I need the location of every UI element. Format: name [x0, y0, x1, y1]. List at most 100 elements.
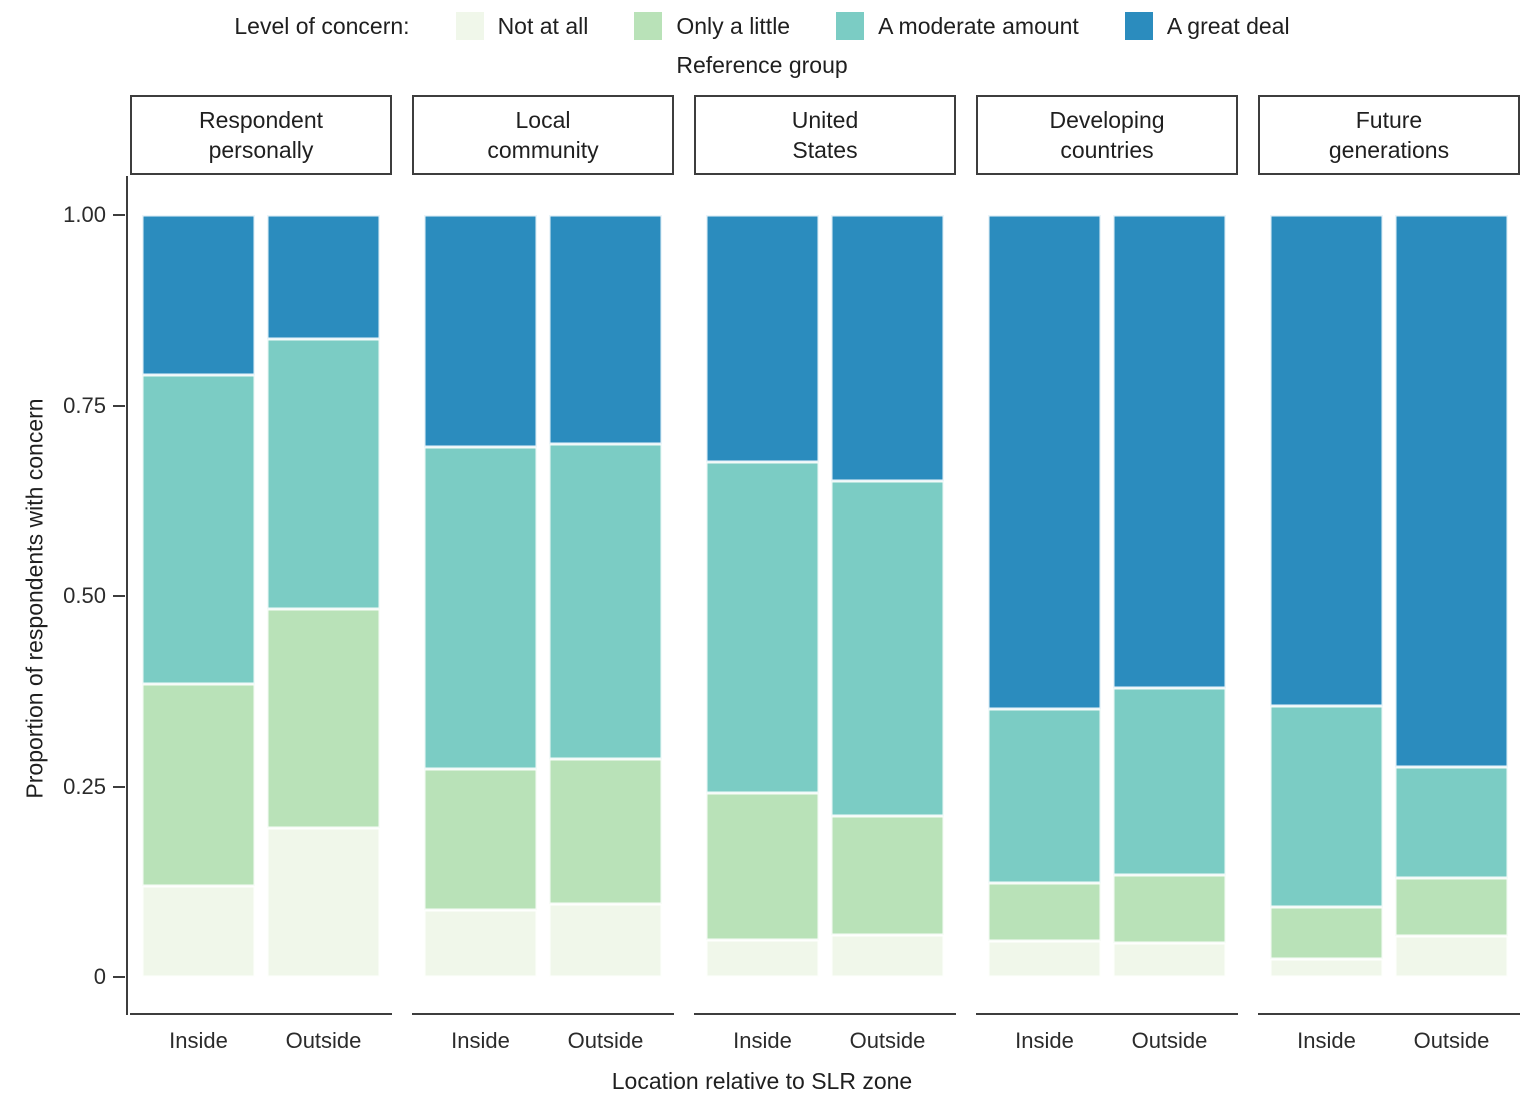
y-tick-mark-0.25 [113, 785, 125, 788]
legend-label-a-great-deal: A great deal [1166, 12, 1290, 39]
legend-item-a-great-deal: A great deal [1124, 12, 1290, 40]
bar-united-states-inside [706, 215, 819, 977]
a-moderate-amount-swatch-icon [836, 12, 865, 40]
bar-developing-countries-outside [1113, 215, 1226, 977]
facet-strip-respondent-personally: Respondent personally [130, 95, 392, 175]
bar-segment-a-great-deal [424, 215, 537, 448]
bar-local-community-outside [549, 215, 662, 977]
bar-segment-a-great-deal [1395, 215, 1508, 767]
bar-segment-a-moderate-amount [1113, 688, 1226, 875]
facet-strip-label-line-1: Local [515, 106, 571, 133]
a-great-deal-swatch-icon [1124, 12, 1153, 40]
bar-segment-a-moderate-amount [424, 447, 537, 769]
bar-local-community-inside [424, 215, 537, 977]
facet-strip-developing-countries: Developing countries [976, 95, 1238, 175]
bar-segment-only-a-little [1113, 874, 1226, 944]
x-axis-line-future-generations [1258, 1013, 1520, 1015]
bar-segment-only-a-little [706, 792, 819, 940]
bar-segment-not-at-all [1395, 935, 1508, 977]
facet-strip-label-line-1: Developing [1049, 106, 1165, 133]
y-tick-label-0: 0 [93, 964, 106, 989]
bar-segment-a-great-deal [1270, 215, 1383, 706]
bar-segment-not-at-all [706, 939, 819, 977]
bar-segment-not-at-all [831, 935, 944, 977]
bar-segment-a-moderate-amount [988, 708, 1101, 884]
not-at-all-swatch-icon [455, 12, 484, 40]
bar-segment-a-great-deal [706, 215, 819, 462]
x-axis-line-local-community [412, 1013, 674, 1015]
bar-segment-a-moderate-amount [549, 443, 662, 760]
bar-segment-only-a-little [267, 608, 380, 829]
bar-segment-not-at-all [267, 828, 380, 977]
bar-segment-a-moderate-amount [1395, 766, 1508, 878]
legend-item-not-at-all: Not at all [455, 12, 589, 40]
x-axis-line-united-states [694, 1013, 956, 1015]
bar-segment-a-moderate-amount [267, 339, 380, 609]
y-tick-mark-0 [113, 976, 125, 978]
legend-item-a-moderate-amount: A moderate amount [836, 12, 1079, 40]
bar-segment-only-a-little [424, 768, 537, 910]
y-tick-mark-0.50 [113, 595, 125, 597]
bar-segment-not-at-all [1113, 943, 1226, 977]
bar-segment-a-great-deal [988, 215, 1101, 709]
x-tick-label-united-states-inside: Inside [733, 1028, 792, 1053]
y-tick-label-0.75: 0.75 [63, 392, 106, 418]
bar-segment-a-moderate-amount [1270, 705, 1383, 907]
facet-strip-future-generations: Future generations [1258, 95, 1520, 175]
bar-segment-only-a-little [142, 683, 255, 886]
bar-future-generations-inside [1270, 215, 1383, 977]
bar-segment-a-great-deal [1113, 215, 1226, 689]
facet-strip-label-line-1: Future [1355, 106, 1423, 133]
facet-strip-label-line-1: United [791, 106, 859, 133]
bar-segment-only-a-little [1270, 906, 1383, 959]
facet-strip-label-line-1: Respondent [198, 106, 324, 133]
bar-segment-a-great-deal [549, 215, 662, 444]
x-tick-label-respondent-personally-outside: Outside [285, 1028, 362, 1053]
y-tick-label-1.00: 1.00 [63, 202, 106, 227]
x-tick-label-future-generations-inside: Inside [1297, 1028, 1356, 1053]
x-tick-label-developing-countries-outside: Outside [1131, 1028, 1208, 1053]
x-axis-title: Location relative to SLR zone [611, 1068, 913, 1094]
facet-strip-label-line-2: countries [1060, 137, 1154, 163]
bar-developing-countries-inside [988, 215, 1101, 977]
bar-segment-a-moderate-amount [706, 461, 819, 793]
bar-respondent-personally-inside [142, 215, 255, 977]
x-tick-label-local-community-outside: Outside [567, 1028, 644, 1053]
legend-label-only-a-little: Only a little [676, 12, 791, 39]
legend-title: Level of concern: [234, 12, 410, 39]
y-axis-line [126, 176, 128, 1015]
y-tick-mark-0.75 [113, 404, 125, 407]
facet-axis-title: Reference group [676, 52, 848, 78]
bar-segment-not-at-all [424, 909, 537, 977]
x-tick-label-local-community-inside: Inside [451, 1028, 510, 1053]
facet-strip-label-line-2: community [487, 137, 599, 163]
y-tick-label-0.25: 0.25 [63, 773, 106, 799]
legend: Level of concern: Not at all Only a littl… [0, 6, 1524, 46]
facet-strip-label-line-2: generations [1328, 137, 1450, 163]
bar-segment-a-great-deal [267, 215, 380, 340]
facet-strip-label-line-2: States [792, 137, 858, 163]
bar-united-states-outside [831, 215, 944, 977]
legend-label-not-at-all: Not at all [497, 12, 589, 39]
bar-respondent-personally-outside [267, 215, 380, 977]
y-tick-label-0.50: 0.50 [63, 583, 106, 608]
legend-label-a-moderate-amount: A moderate amount [878, 12, 1079, 39]
x-tick-label-developing-countries-inside: Inside [1015, 1028, 1074, 1053]
bar-segment-only-a-little [549, 759, 662, 904]
x-axis-line-respondent-personally [130, 1013, 392, 1015]
y-tick-mark-1.00 [113, 214, 125, 216]
x-tick-label-future-generations-outside: Outside [1413, 1028, 1490, 1053]
only-a-little-swatch-icon [634, 12, 663, 40]
bar-segment-a-moderate-amount [831, 480, 944, 817]
facet-strip-local-community: Local community [412, 95, 674, 175]
bar-segment-a-great-deal [831, 215, 944, 481]
x-axis-line-developing-countries [976, 1013, 1238, 1015]
legend-item-only-a-little: Only a little [634, 12, 790, 40]
bar-segment-not-at-all [549, 903, 662, 977]
facet-strip-label-line-2: personally [208, 137, 314, 163]
x-tick-label-united-states-outside: Outside [849, 1028, 926, 1053]
bar-segment-a-great-deal [142, 215, 255, 376]
bar-segment-a-moderate-amount [142, 375, 255, 684]
bar-segment-not-at-all [988, 941, 1101, 977]
